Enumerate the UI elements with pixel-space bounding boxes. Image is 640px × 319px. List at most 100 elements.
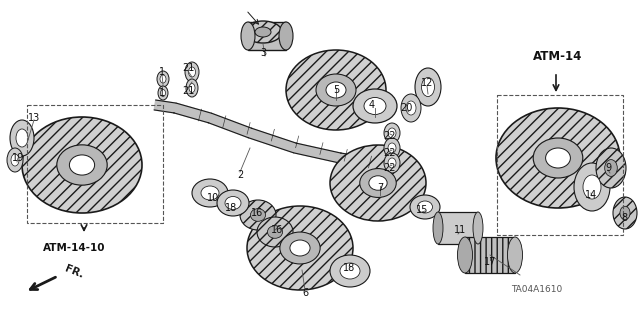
Ellipse shape	[185, 62, 199, 82]
Polygon shape	[248, 128, 296, 153]
Ellipse shape	[458, 237, 472, 273]
Text: 22: 22	[384, 163, 396, 173]
Ellipse shape	[369, 176, 387, 190]
Ellipse shape	[201, 186, 219, 200]
Ellipse shape	[364, 98, 386, 115]
Ellipse shape	[401, 94, 421, 122]
Ellipse shape	[545, 148, 570, 168]
Text: 8: 8	[621, 213, 627, 223]
Ellipse shape	[384, 138, 400, 158]
Polygon shape	[208, 113, 252, 138]
Text: 21: 21	[182, 63, 194, 73]
Ellipse shape	[605, 160, 618, 176]
Text: 14: 14	[585, 190, 597, 200]
Polygon shape	[339, 153, 386, 170]
Ellipse shape	[326, 82, 346, 98]
Ellipse shape	[189, 67, 195, 77]
Ellipse shape	[268, 226, 283, 238]
Text: 4: 4	[369, 100, 375, 110]
Ellipse shape	[496, 108, 620, 208]
Text: 15: 15	[416, 205, 428, 215]
Ellipse shape	[225, 197, 241, 210]
Ellipse shape	[360, 168, 396, 197]
Ellipse shape	[186, 79, 198, 97]
Ellipse shape	[422, 78, 435, 97]
Text: 9: 9	[605, 163, 611, 173]
Ellipse shape	[240, 200, 276, 230]
Ellipse shape	[613, 197, 637, 229]
Ellipse shape	[508, 237, 522, 273]
Ellipse shape	[255, 27, 271, 37]
Ellipse shape	[330, 145, 426, 221]
Ellipse shape	[574, 163, 610, 211]
Ellipse shape	[241, 22, 255, 50]
Text: FR.: FR.	[63, 264, 84, 280]
Text: 22: 22	[384, 148, 396, 158]
Ellipse shape	[250, 209, 266, 221]
Ellipse shape	[217, 190, 249, 216]
Ellipse shape	[316, 74, 356, 106]
Text: 6: 6	[302, 288, 308, 298]
Ellipse shape	[10, 120, 34, 156]
Ellipse shape	[620, 206, 630, 220]
Text: 21: 21	[182, 86, 194, 96]
Ellipse shape	[160, 75, 166, 83]
Ellipse shape	[406, 101, 416, 115]
Ellipse shape	[384, 153, 400, 173]
Text: 22: 22	[384, 131, 396, 141]
Ellipse shape	[16, 129, 28, 147]
Text: 1: 1	[159, 88, 165, 98]
Ellipse shape	[192, 179, 228, 207]
Ellipse shape	[384, 123, 400, 143]
Bar	[248, 22, 286, 50]
Ellipse shape	[415, 68, 441, 106]
Ellipse shape	[57, 145, 108, 185]
Bar	[497, 95, 623, 235]
Text: 18: 18	[225, 203, 237, 213]
Ellipse shape	[69, 155, 95, 175]
Ellipse shape	[7, 148, 23, 172]
Text: 5: 5	[333, 85, 339, 95]
Text: 12: 12	[421, 78, 433, 88]
Ellipse shape	[388, 143, 396, 153]
Ellipse shape	[330, 255, 370, 287]
Ellipse shape	[290, 240, 310, 256]
Bar	[27, 105, 163, 223]
Ellipse shape	[410, 195, 440, 219]
Ellipse shape	[158, 86, 168, 100]
Text: 10: 10	[207, 193, 219, 203]
Text: 18: 18	[343, 263, 355, 273]
Bar	[465, 237, 515, 273]
Bar	[438, 212, 478, 244]
Ellipse shape	[388, 158, 396, 168]
Text: 3: 3	[260, 48, 266, 58]
Text: 17: 17	[484, 257, 496, 267]
Text: 16: 16	[271, 225, 283, 235]
Ellipse shape	[596, 148, 626, 188]
Ellipse shape	[583, 175, 601, 199]
Ellipse shape	[340, 263, 360, 279]
Polygon shape	[154, 100, 176, 113]
Ellipse shape	[279, 22, 293, 50]
Text: ATM-14-10: ATM-14-10	[43, 243, 105, 253]
Text: 7: 7	[377, 183, 383, 193]
Ellipse shape	[417, 201, 433, 213]
Ellipse shape	[22, 117, 142, 213]
Text: ATM-14: ATM-14	[533, 49, 582, 63]
Ellipse shape	[280, 232, 320, 264]
Ellipse shape	[161, 90, 166, 97]
Ellipse shape	[11, 154, 19, 166]
Ellipse shape	[533, 138, 583, 178]
Text: 13: 13	[28, 113, 40, 123]
Text: 11: 11	[454, 225, 466, 235]
Ellipse shape	[157, 71, 169, 87]
Text: 2: 2	[237, 170, 243, 180]
Text: 19: 19	[12, 153, 24, 163]
Ellipse shape	[244, 21, 282, 43]
Ellipse shape	[388, 128, 396, 138]
Text: 16: 16	[251, 208, 263, 218]
Text: 20: 20	[400, 103, 412, 113]
Ellipse shape	[247, 206, 353, 290]
Ellipse shape	[473, 212, 483, 244]
Polygon shape	[294, 143, 341, 163]
